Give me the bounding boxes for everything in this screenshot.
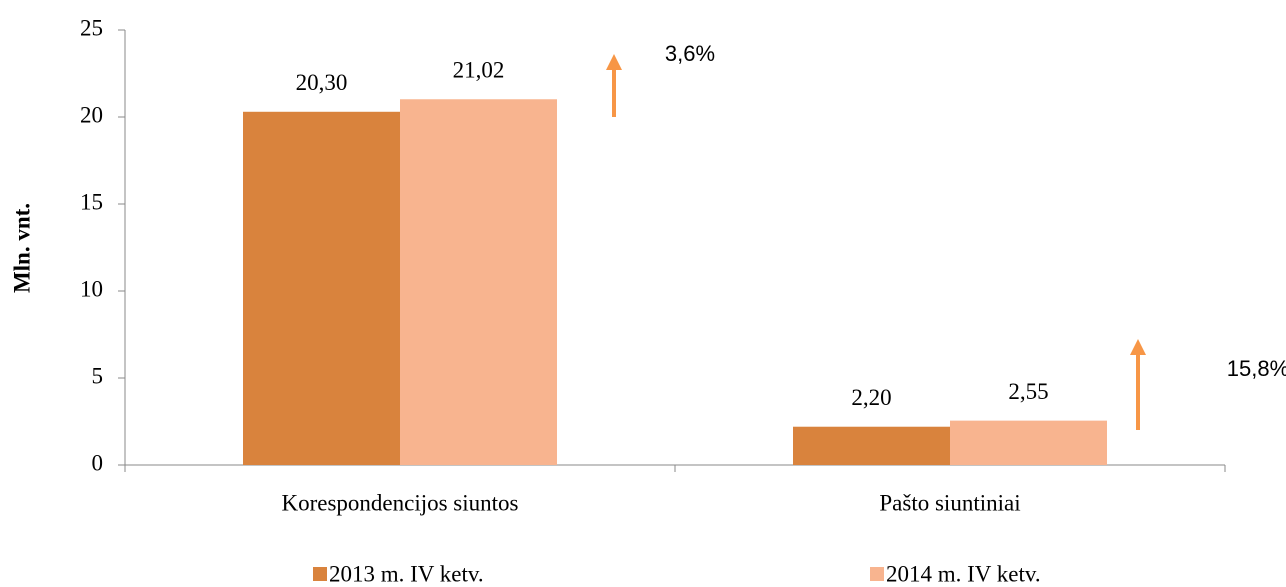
annotation: 15,8% (1227, 356, 1286, 381)
data-label: 2,55 (1008, 379, 1048, 404)
data-label: 21,02 (453, 58, 505, 83)
x-tick-label: Pašto siuntiniai (879, 490, 1020, 515)
bar (243, 111, 400, 465)
y-tick-label: 20 (80, 102, 103, 127)
legend-label: 2014 m. IV ketv. (886, 561, 1041, 586)
y-axis-label: Mln. vnt. (9, 203, 34, 293)
y-tick-label: 10 (80, 276, 103, 301)
legend-swatch (313, 567, 327, 581)
annotation: 3,6% (665, 41, 715, 66)
y-tick-label: 25 (80, 15, 103, 40)
y-tick-label: 15 (80, 189, 103, 214)
data-label: 20,30 (296, 70, 348, 95)
x-tick-label: Korespondencijos siuntos (281, 490, 518, 515)
data-label: 2,20 (851, 385, 891, 410)
y-tick-label: 5 (92, 363, 104, 388)
legend-swatch (870, 567, 884, 581)
bar (793, 426, 950, 465)
bar (400, 99, 557, 465)
legend-label: 2013 m. IV ketv. (329, 561, 484, 586)
y-tick-label: 0 (92, 450, 104, 475)
bar (950, 420, 1107, 465)
